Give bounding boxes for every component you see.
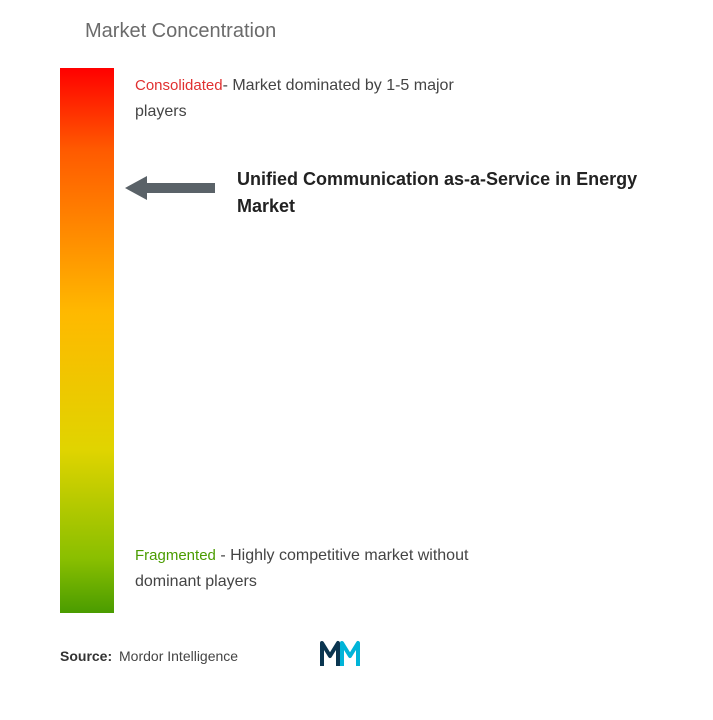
content-area: Consolidated- Market dominated by 1-5 ma… <box>0 68 713 628</box>
mordor-logo-icon <box>320 638 360 668</box>
source-name: Mordor Intelligence <box>119 648 238 664</box>
indicator-arrow-group <box>125 173 215 208</box>
page-title: Market Concentration <box>0 20 713 43</box>
market-name-label: Unified Communication as-a-Service in En… <box>237 166 692 220</box>
left-arrow-icon <box>125 173 215 203</box>
concentration-gradient-bar <box>60 68 114 613</box>
consolidated-name: Consolidated <box>135 77 223 94</box>
consolidated-label-group: Consolidated- Market dominated by 1-5 ma… <box>135 73 475 124</box>
fragmented-name: Fragmented <box>135 547 216 564</box>
fragmented-label-group: Fragmented - Highly competitive market w… <box>135 543 515 594</box>
source-line: Source: Mordor Intelligence <box>60 648 238 664</box>
source-label: Source: <box>60 648 112 664</box>
infographic-container: Market Concentration Consolidated- Marke… <box>0 20 713 720</box>
